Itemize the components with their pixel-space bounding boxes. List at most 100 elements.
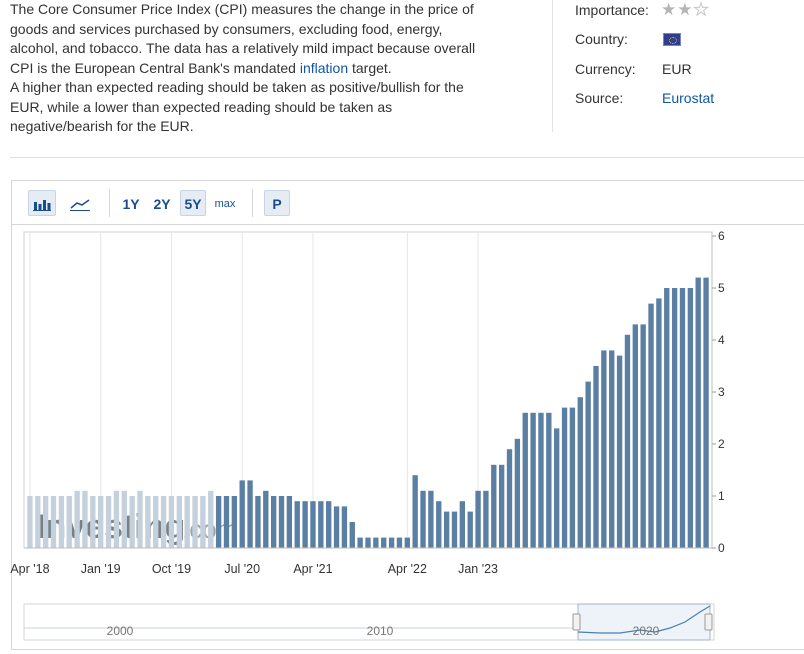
x-tick-label: Jan '23 <box>458 562 498 576</box>
source-label: Source: <box>575 90 624 106</box>
range-5y-button[interactable]: 5Y <box>180 190 206 216</box>
bar <box>341 506 348 548</box>
bar <box>176 496 182 548</box>
bar <box>74 490 80 548</box>
bar <box>66 496 72 548</box>
navigator-selection <box>577 603 711 641</box>
bar <box>577 397 583 548</box>
bar <box>467 511 473 548</box>
description-line: The Core Consumer Price Index (CPI) meas… <box>10 1 474 17</box>
toolbar-separator <box>252 189 253 217</box>
bar <box>231 496 238 548</box>
bar <box>514 438 521 548</box>
bar <box>538 412 544 548</box>
p-button[interactable]: P <box>264 190 290 216</box>
y-tick-label: 2 <box>718 437 725 451</box>
bar <box>247 480 253 548</box>
bar <box>695 277 701 548</box>
bar <box>82 490 88 548</box>
bar <box>184 496 190 548</box>
star-filled-icon: ★ <box>677 0 694 19</box>
eu-flag-icon <box>663 33 681 46</box>
bar <box>459 501 466 548</box>
range-max-button[interactable]: max <box>214 198 236 210</box>
bar <box>554 428 560 548</box>
bar <box>35 496 41 548</box>
bar <box>381 537 387 548</box>
bar <box>153 496 159 548</box>
bar <box>357 537 363 548</box>
x-tick-label: Apr '21 <box>293 562 332 576</box>
bar <box>679 288 686 548</box>
range-2y-button[interactable]: 2Y <box>153 196 171 212</box>
bar-chart-button[interactable] <box>28 190 56 216</box>
line-chart-icon <box>70 199 90 211</box>
bar <box>428 490 434 548</box>
description-text: target. <box>348 59 392 76</box>
y-tick-label: 0 <box>718 541 725 555</box>
bar <box>263 490 269 548</box>
bar <box>569 407 576 548</box>
bar <box>373 537 379 548</box>
bar <box>640 324 646 548</box>
bar <box>223 496 230 548</box>
bar <box>105 496 112 548</box>
bar <box>50 496 57 548</box>
bar <box>404 537 410 548</box>
bar <box>286 496 293 548</box>
toolbar-separator <box>109 189 110 217</box>
line-chart-button[interactable] <box>66 190 94 216</box>
description-line: CPI is the European Central Bank's manda… <box>10 59 530 79</box>
navigator-year-label: 2000 <box>107 624 134 638</box>
bar <box>585 381 591 548</box>
bar <box>632 324 638 548</box>
bar <box>420 490 426 548</box>
bar <box>498 464 505 548</box>
bar <box>98 496 104 548</box>
bar <box>113 490 120 548</box>
chart-toolbar: 1Y 2Y 5Y max P <box>12 181 804 225</box>
bar <box>239 480 245 548</box>
indicator-description: The Core Consumer Price Index (CPI) meas… <box>10 0 530 137</box>
bar <box>546 412 552 548</box>
bar <box>648 303 654 548</box>
bar <box>483 490 489 548</box>
bar <box>601 350 607 548</box>
bar <box>443 511 450 548</box>
star-empty-icon: ★ <box>693 0 710 20</box>
currency-label: Currency: <box>575 61 636 77</box>
bar <box>412 475 418 548</box>
x-tick-label: Apr '18 <box>10 562 49 576</box>
y-tick-label: 4 <box>718 333 725 347</box>
inflation-link[interactable]: inflation <box>299 59 349 76</box>
bar <box>506 449 513 548</box>
x-tick-label: Apr '22 <box>388 562 427 576</box>
y-tick-label: 6 <box>718 229 725 243</box>
bar <box>90 496 96 548</box>
bar <box>27 496 33 548</box>
source-link[interactable]: Eurostat <box>662 90 715 106</box>
range-1y-button[interactable]: 1Y <box>122 196 140 212</box>
country-label: Country: <box>575 31 628 47</box>
bar <box>616 355 623 548</box>
navigator-year-label: 2020 <box>633 624 660 638</box>
bar <box>208 490 214 548</box>
description-line: A higher than expected reading should be… <box>10 79 464 95</box>
bar <box>255 496 261 548</box>
bar <box>326 501 332 548</box>
navigator-year-label: 2010 <box>367 624 394 638</box>
bar <box>333 506 340 548</box>
navigator-handle <box>572 613 581 631</box>
bar <box>270 496 277 548</box>
bar <box>278 496 285 548</box>
bar <box>664 288 670 548</box>
currency-value: EUR <box>662 61 692 77</box>
description-line: goods and services purchased by consumer… <box>10 20 443 37</box>
bar <box>160 496 167 548</box>
plot-area <box>23 231 713 549</box>
bar <box>200 496 206 548</box>
bar <box>137 490 143 548</box>
description-line: negative/bearish for the EUR. <box>10 118 194 134</box>
bar <box>687 288 694 548</box>
